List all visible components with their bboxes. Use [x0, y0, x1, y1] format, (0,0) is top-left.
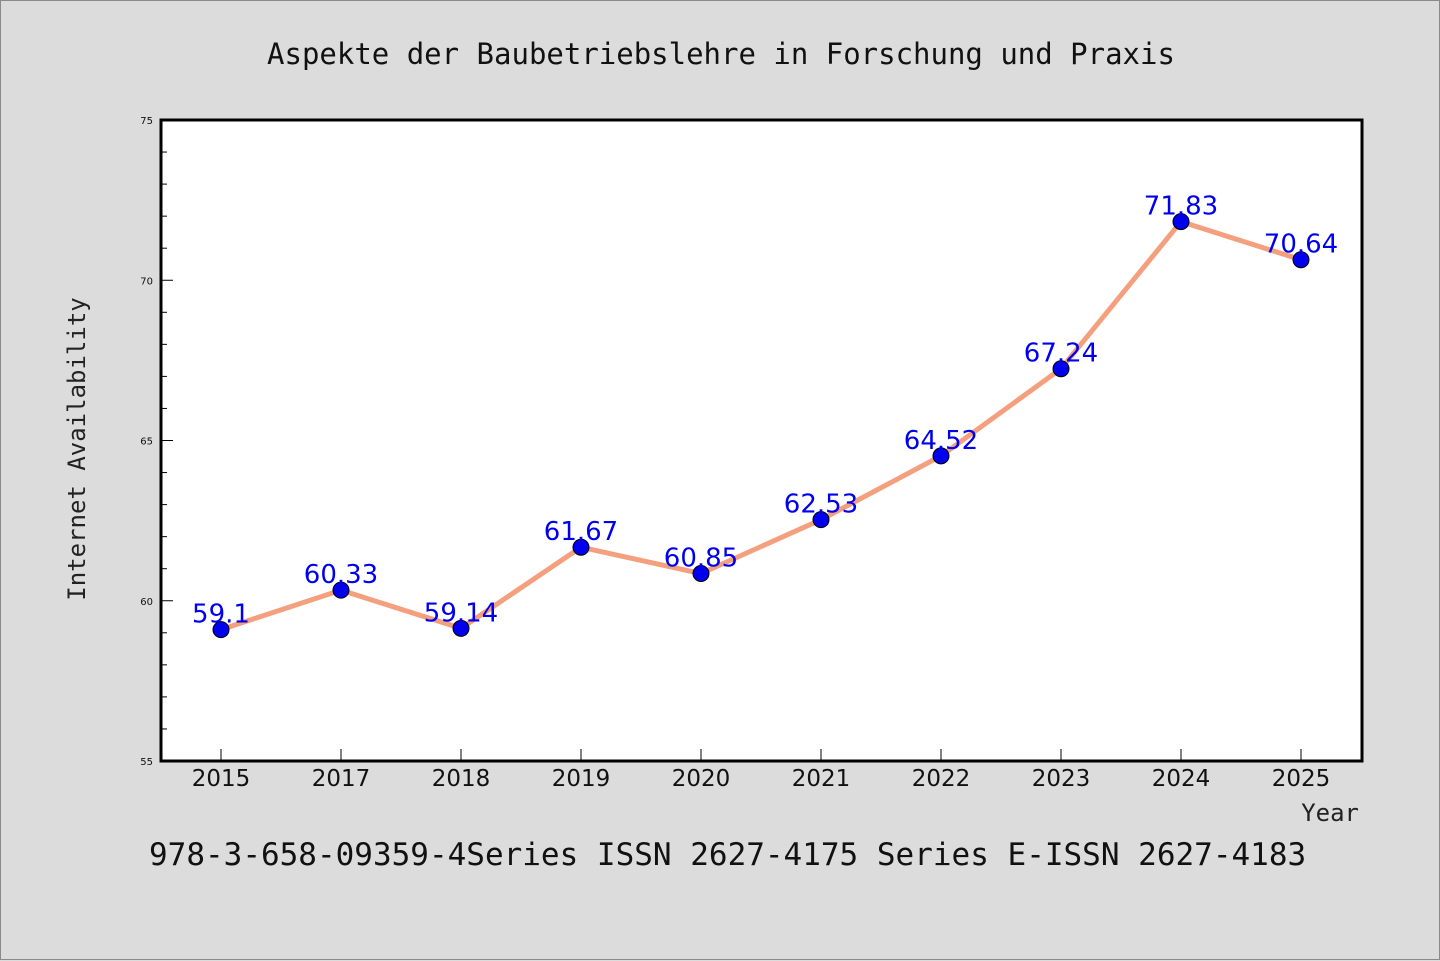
data-point — [212, 621, 230, 639]
data-point — [1292, 251, 1310, 269]
data-label: 59.14 — [424, 598, 498, 628]
x-axis: 2015 2017 2018 2019 2020 2021 2022 2023 2024 2025 — [192, 749, 1331, 792]
data-label: 62.53 — [784, 490, 858, 520]
x-tick-label: 2018 — [432, 766, 491, 792]
footer-text: 978-3-658-09359-4Series ISSN 2627-4175 S… — [149, 837, 1306, 873]
y-tick-label: 55 — [140, 757, 153, 768]
data-point — [572, 538, 590, 556]
data-label: 60.33 — [304, 560, 378, 590]
data-labels-group: 59.1 60.33 59.14 61.67 60.85 62.53 64.52 67.24 7… — [192, 192, 1338, 630]
x-tick-label: 2020 — [672, 766, 731, 792]
y-axis-title: Internet Availability — [63, 297, 91, 600]
x-tick-label: 2019 — [552, 766, 611, 792]
y-tick-label: 70 — [140, 276, 153, 287]
x-tick-label: 2021 — [792, 766, 851, 792]
plot-area — [159, 118, 1364, 763]
chart-title: Aspekte der Baubetriebslehre in Forschun… — [267, 37, 1175, 71]
data-label: 70.64 — [1264, 230, 1338, 260]
data-point — [692, 565, 710, 583]
x-axis-title: Year — [1301, 799, 1359, 827]
x-tick-label: 2022 — [912, 766, 971, 792]
data-point — [1172, 213, 1190, 231]
markers-group — [212, 213, 1310, 639]
data-point — [332, 581, 350, 599]
x-tick-label: 2015 — [192, 766, 251, 792]
data-point — [812, 511, 830, 529]
data-label: 71.83 — [1144, 192, 1218, 222]
x-tick-label: 2017 — [312, 766, 371, 792]
y-tick-label: 75 — [140, 116, 153, 127]
x-tick-label: 2023 — [1032, 766, 1091, 792]
data-label: 67.24 — [1024, 339, 1098, 369]
data-point — [452, 619, 470, 637]
data-point — [932, 447, 950, 465]
series-line-group — [218, 219, 1304, 633]
data-label: 64.52 — [904, 426, 978, 456]
data-point — [1052, 360, 1070, 378]
x-tick-label: 2024 — [1152, 766, 1211, 792]
x-tick-label: 2025 — [1272, 766, 1331, 792]
y-axis: 55 60 65 70 75 — [140, 116, 173, 768]
y-tick-label: 60 — [140, 597, 153, 608]
data-label: 59.1 — [192, 600, 250, 630]
series-line — [218, 219, 1304, 633]
data-label: 61.67 — [544, 517, 618, 547]
data-label: 60.85 — [664, 544, 738, 574]
y-tick-label: 65 — [140, 437, 153, 448]
